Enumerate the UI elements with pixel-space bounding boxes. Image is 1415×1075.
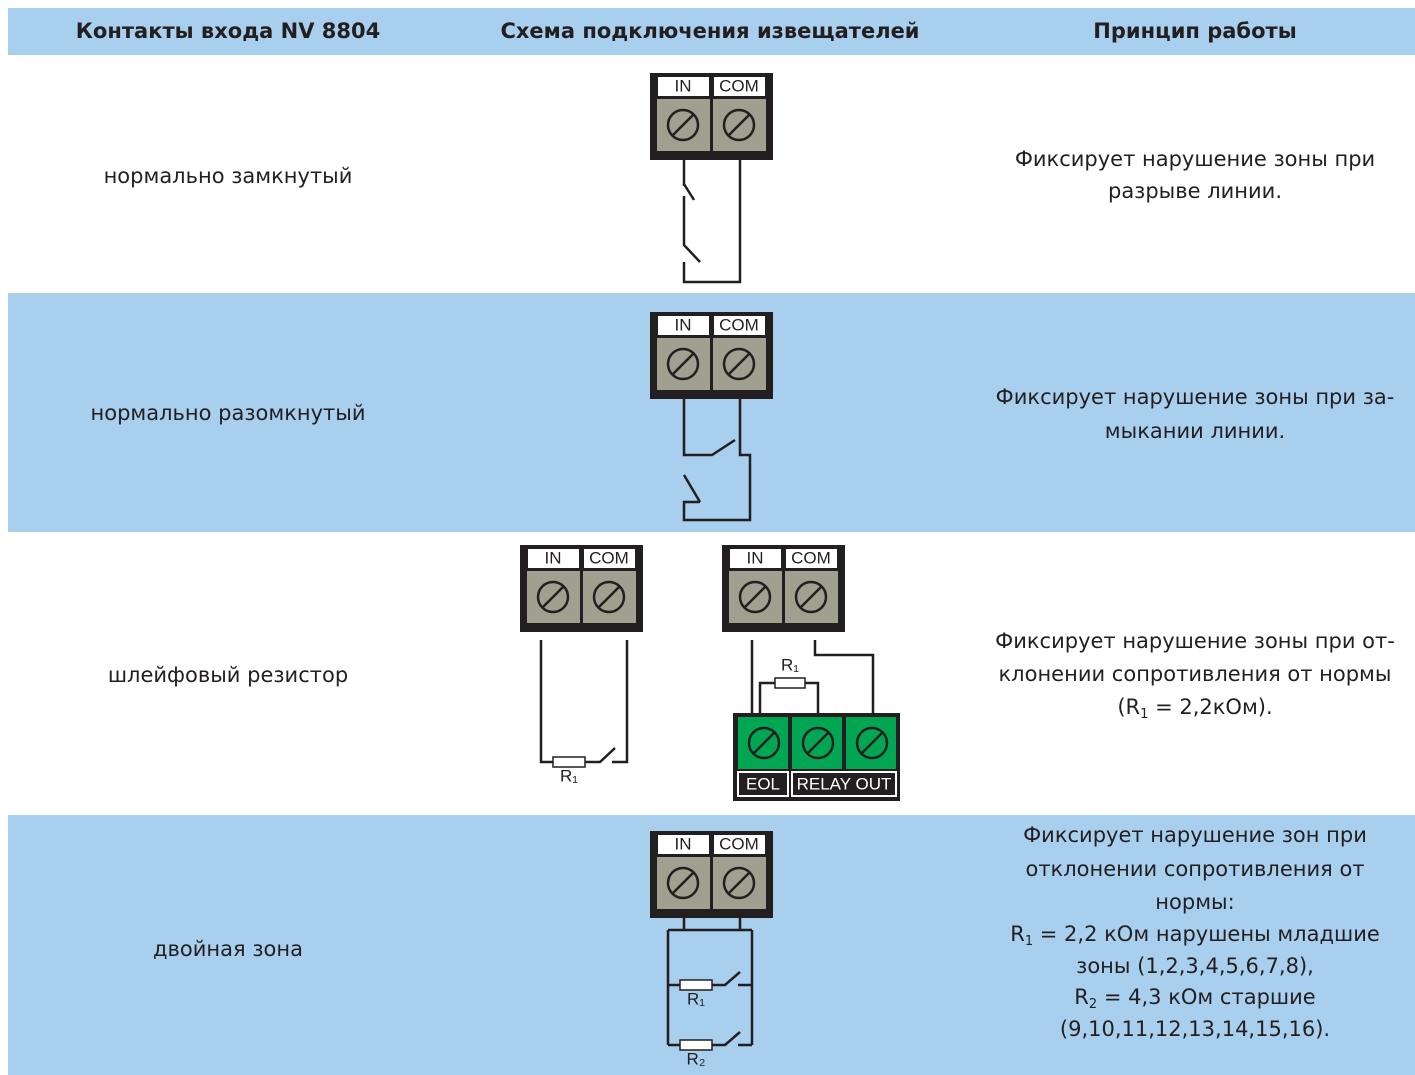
- description-line: Фиксирует нарушение зоны при от-: [995, 629, 1395, 653]
- text-run: = 4,3 кОм старшие: [1097, 985, 1316, 1009]
- text-run: Фиксирует нарушение зоны при от-: [995, 629, 1395, 653]
- text-run: (R: [1117, 695, 1140, 719]
- screw-slot: [728, 353, 750, 375]
- description-line: отклонении сопротивления от: [1025, 857, 1364, 881]
- terminal-label: COM: [791, 548, 831, 567]
- contact-type: нормально замкнутый: [104, 164, 353, 188]
- text-run: разрыве линии.: [1108, 179, 1282, 203]
- terminal-label-box: [784, 547, 839, 570]
- terminal-label-box: [712, 833, 767, 856]
- screw-slot: [744, 586, 766, 608]
- description-line: Фиксирует нарушение зон при: [1023, 823, 1367, 847]
- screw: [855, 726, 889, 760]
- subscript: 1: [1025, 934, 1033, 949]
- resistor-label: R₁: [687, 989, 705, 1008]
- screw-slot: [672, 114, 694, 136]
- resistor: [774, 677, 806, 689]
- column-header: Схема подключения извещателей: [500, 19, 919, 43]
- text-run: Фиксирует нарушение зоны при: [1015, 147, 1375, 171]
- screw: [722, 347, 756, 381]
- screw: [794, 580, 828, 614]
- description-line: (9,10,11,12,13,14,15,16).: [1060, 1017, 1330, 1041]
- relay-label-box: [791, 771, 897, 797]
- screw: [738, 580, 772, 614]
- description-line: мыкании линии.: [1105, 419, 1285, 443]
- description-line: зоны (1,2,3,4,5,6,7,8),: [1076, 954, 1314, 978]
- screw: [722, 866, 756, 900]
- terminal-label: IN: [675, 834, 692, 853]
- terminal-label-box: [728, 547, 783, 570]
- text-run: зоны (1,2,3,4,5,6,7,8),: [1076, 954, 1314, 978]
- resistor-label: R₁: [560, 766, 578, 785]
- resistor-label: R₂: [687, 1049, 706, 1068]
- contact-type: шлейфовый резистор: [108, 663, 348, 687]
- terminal-label-box: [712, 314, 767, 337]
- column-header: Принцип работы: [1093, 19, 1296, 43]
- screw-slot: [807, 732, 829, 754]
- description-line: Фиксирует нарушение зоны при за-: [996, 385, 1395, 409]
- terminal-label: IN: [545, 548, 562, 567]
- screw-slot: [800, 586, 822, 608]
- terminal-label: COM: [719, 315, 759, 334]
- screw-slot: [728, 872, 750, 894]
- description-line: R2 = 4,3 кОм старшие: [1074, 985, 1315, 1012]
- subscript: 2: [1089, 997, 1097, 1012]
- terminal-label-box: [712, 75, 767, 98]
- screw-slot: [672, 872, 694, 894]
- screw: [801, 726, 835, 760]
- text-run: = 2,2 кОм нарушены младшие: [1033, 922, 1380, 946]
- screw: [536, 580, 570, 614]
- terminal-label: COM: [589, 548, 629, 567]
- terminal-label: COM: [719, 76, 759, 95]
- subscript: 1: [1140, 707, 1148, 722]
- wiring: [539, 160, 875, 1047]
- text-run: (9,10,11,12,13,14,15,16).: [1060, 1017, 1330, 1041]
- column-header: Контакты входа NV 8804: [76, 19, 380, 43]
- terminal-label: IN: [675, 76, 692, 95]
- text-run: Фиксирует нарушение зон при: [1023, 823, 1367, 847]
- resistor-label: R₁: [781, 655, 799, 674]
- terminal-label: IN: [747, 548, 764, 567]
- screw-slot: [598, 586, 620, 608]
- relay-label: EOL: [746, 774, 780, 793]
- screw: [747, 726, 781, 760]
- terminal-label-box: [656, 75, 711, 98]
- relay-label: RELAY OUT: [797, 774, 892, 793]
- text-run: отклонении сопротивления от: [1025, 857, 1364, 881]
- description-line: (R1 = 2,2кОм).: [1117, 695, 1272, 722]
- text-run: клонении сопротивления от нормы: [999, 662, 1392, 686]
- description-line: нормы:: [1155, 890, 1234, 914]
- text-run: R: [1074, 985, 1089, 1009]
- screw: [666, 108, 700, 142]
- screw: [722, 108, 756, 142]
- relay-label-box: [737, 771, 789, 797]
- text-run: = 2,2кОм).: [1148, 695, 1272, 719]
- description-line: клонении сопротивления от нормы: [999, 662, 1392, 686]
- screw: [592, 580, 626, 614]
- screw: [666, 347, 700, 381]
- description-line: Фиксирует нарушение зоны при: [1015, 147, 1375, 171]
- description-line: R1 = 2,2 кОм нарушены младшие: [1010, 922, 1380, 949]
- text-run: R: [1010, 922, 1025, 946]
- terminal-label-box: [656, 314, 711, 337]
- contact-type: двойная зона: [153, 937, 303, 961]
- terminal-label: COM: [719, 834, 759, 853]
- description-line: разрыве линии.: [1108, 179, 1282, 203]
- terminal-label-box: [656, 833, 711, 856]
- screw-slot: [728, 114, 750, 136]
- screw-slot: [753, 732, 775, 754]
- text-run: нормы:: [1155, 890, 1234, 914]
- terminal-label: IN: [675, 315, 692, 334]
- screw-slot: [672, 353, 694, 375]
- screw-slot: [542, 586, 564, 608]
- screw-slot: [861, 732, 883, 754]
- header-band: [8, 8, 1415, 55]
- terminal-label-box: [526, 547, 581, 570]
- text-run: Фиксирует нарушение зоны при за-: [996, 385, 1395, 409]
- screw: [666, 866, 700, 900]
- text-run: мыкании линии.: [1105, 419, 1285, 443]
- contact-type: нормально разомкнутый: [90, 401, 365, 425]
- terminal-label-box: [582, 547, 637, 570]
